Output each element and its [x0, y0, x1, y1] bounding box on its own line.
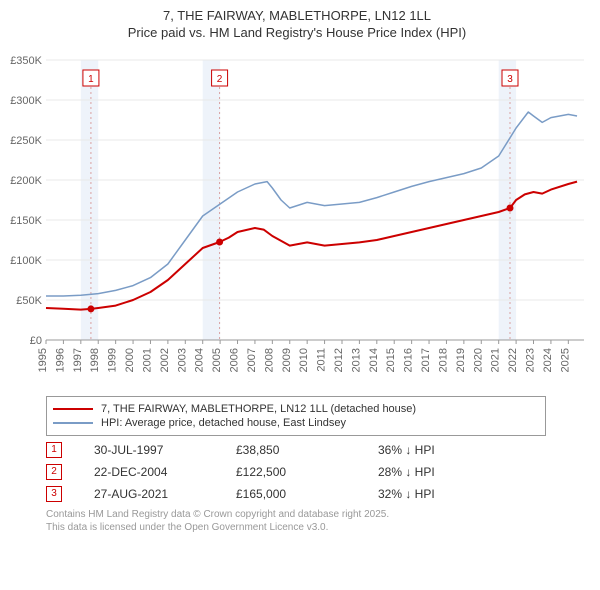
plot-area: £0 £50K £100K £150K £200K £250K £300K £350K 1995… — [4, 50, 590, 390]
svg-text:£0: £0 — [30, 335, 42, 347]
sale-delta-1: 36% ↓ HPI — [378, 443, 488, 457]
sale-price-1: £38,850 — [236, 443, 346, 457]
svg-text:2000: 2000 — [124, 348, 136, 372]
sale-marker-2: 2 — [46, 464, 62, 480]
svg-text:2001: 2001 — [141, 348, 153, 372]
svg-text:£150K: £150K — [10, 215, 42, 227]
svg-text:2021: 2021 — [490, 348, 502, 372]
svg-text:2013: 2013 — [350, 348, 362, 372]
svg-text:2009: 2009 — [281, 348, 293, 372]
sale-price-2: £122,500 — [236, 465, 346, 479]
svg-text:2015: 2015 — [385, 348, 397, 372]
legend-swatch-hpi — [53, 422, 93, 424]
svg-text:1999: 1999 — [107, 348, 119, 372]
legend-swatch-property — [53, 408, 93, 410]
svg-text:2025: 2025 — [559, 348, 571, 372]
svg-text:2: 2 — [217, 74, 223, 85]
svg-text:2010: 2010 — [298, 348, 310, 372]
sale-row-2: 2 22-DEC-2004 £122,500 28% ↓ HPI — [46, 464, 590, 480]
legend-item-property: 7, THE FAIRWAY, MABLETHORPE, LN12 1LL (d… — [53, 403, 539, 415]
svg-text:£50K: £50K — [16, 295, 42, 307]
legend-label-property: 7, THE FAIRWAY, MABLETHORPE, LN12 1LL (d… — [101, 403, 416, 415]
svg-text:1995: 1995 — [37, 348, 49, 372]
svg-text:2023: 2023 — [525, 348, 537, 372]
sale-marker-3: 3 — [46, 486, 62, 502]
svg-text:2020: 2020 — [472, 348, 484, 372]
title-line2: Price paid vs. HM Land Registry's House … — [4, 25, 590, 42]
footer-line2: This data is licensed under the Open Gov… — [46, 522, 328, 533]
legend: 7, THE FAIRWAY, MABLETHORPE, LN12 1LL (d… — [46, 396, 546, 436]
svg-text:2014: 2014 — [368, 348, 380, 372]
svg-text:2007: 2007 — [246, 348, 258, 372]
sale-date-2: 22-DEC-2004 — [94, 465, 204, 479]
line-chart-svg: £0 £50K £100K £150K £200K £250K £300K £350K 1995… — [4, 50, 590, 390]
svg-text:2002: 2002 — [159, 348, 171, 372]
svg-text:2003: 2003 — [176, 348, 188, 372]
title-line1: 7, THE FAIRWAY, MABLETHORPE, LN12 1LL — [4, 8, 590, 25]
footer-line1: Contains HM Land Registry data © Crown c… — [46, 509, 389, 520]
svg-text:£250K: £250K — [10, 135, 42, 147]
svg-text:1997: 1997 — [72, 348, 84, 372]
svg-text:2012: 2012 — [333, 348, 345, 372]
svg-text:2008: 2008 — [263, 348, 275, 372]
svg-text:2011: 2011 — [316, 348, 328, 372]
sale-delta-2: 28% ↓ HPI — [378, 465, 488, 479]
sale-price-3: £165,000 — [236, 487, 346, 501]
svg-text:2006: 2006 — [229, 348, 241, 372]
sale-date-1: 30-JUL-1997 — [94, 443, 204, 457]
svg-text:2024: 2024 — [542, 348, 554, 372]
svg-text:3: 3 — [507, 74, 513, 85]
svg-text:2022: 2022 — [507, 348, 519, 372]
svg-text:1996: 1996 — [54, 348, 66, 372]
footer-note: Contains HM Land Registry data © Crown c… — [46, 508, 590, 534]
sales-table: 1 30-JUL-1997 £38,850 36% ↓ HPI 2 22-DEC… — [46, 442, 590, 502]
svg-text:1: 1 — [88, 74, 94, 85]
sale-marker-1: 1 — [46, 442, 62, 458]
sale-delta-3: 32% ↓ HPI — [378, 487, 488, 501]
svg-text:1998: 1998 — [89, 348, 101, 372]
svg-text:2005: 2005 — [211, 348, 223, 372]
svg-text:£200K: £200K — [10, 175, 42, 187]
svg-text:2017: 2017 — [420, 348, 432, 372]
svg-text:2004: 2004 — [194, 348, 206, 372]
sale-date-3: 27-AUG-2021 — [94, 487, 204, 501]
svg-text:2019: 2019 — [455, 348, 467, 372]
svg-text:£350K: £350K — [10, 55, 42, 67]
chart-title: 7, THE FAIRWAY, MABLETHORPE, LN12 1LL Pr… — [4, 8, 590, 42]
svg-text:£300K: £300K — [10, 95, 42, 107]
sale-row-3: 3 27-AUG-2021 £165,000 32% ↓ HPI — [46, 486, 590, 502]
svg-text:£100K: £100K — [10, 255, 42, 267]
svg-text:2018: 2018 — [437, 348, 449, 372]
svg-text:2016: 2016 — [403, 348, 415, 372]
legend-label-hpi: HPI: Average price, detached house, East… — [101, 417, 346, 429]
chart-container: 7, THE FAIRWAY, MABLETHORPE, LN12 1LL Pr… — [0, 0, 600, 538]
legend-item-hpi: HPI: Average price, detached house, East… — [53, 417, 539, 429]
sale-row-1: 1 30-JUL-1997 £38,850 36% ↓ HPI — [46, 442, 590, 458]
